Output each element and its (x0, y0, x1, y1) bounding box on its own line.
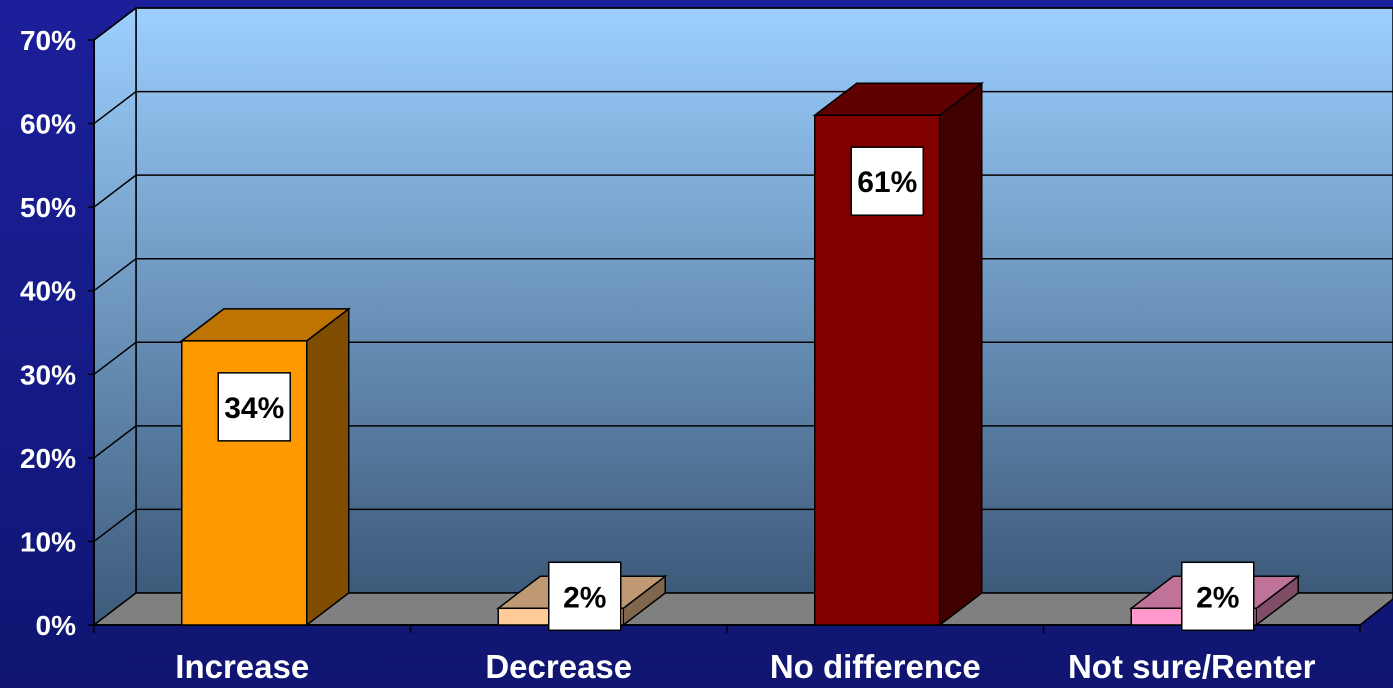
data-label-box (217, 372, 291, 442)
y-tick-label: 20% (20, 443, 76, 474)
gridline (93, 174, 137, 208)
x-category-label: Increase (175, 648, 309, 685)
bar-side (306, 307, 350, 627)
data-label-box (850, 146, 924, 216)
y-tick-label: 40% (20, 276, 76, 307)
gridline (93, 7, 137, 41)
y-tick-label: 50% (20, 192, 76, 223)
plot-side-wall (93, 6, 137, 627)
y-tick-label: 0% (36, 610, 77, 641)
data-label-box (548, 561, 622, 632)
bar (179, 307, 351, 627)
x-category-label: No difference (770, 648, 981, 685)
gridline (93, 508, 137, 543)
data-label: 34% (224, 392, 284, 425)
x-category-label: Not sure/Renter (1068, 648, 1316, 685)
gridline (93, 425, 137, 459)
data-label: 2% (563, 581, 606, 614)
gridline (93, 258, 137, 292)
y-tick-label: 70% (20, 25, 76, 56)
bar-side (939, 81, 983, 627)
data-label: 61% (857, 166, 917, 199)
y-tick-label: 10% (20, 526, 76, 557)
gridline (93, 341, 137, 375)
gridline (93, 90, 137, 125)
x-category-label: Decrease (485, 648, 632, 685)
y-tick-label: 60% (20, 109, 76, 140)
y-tick-label: 30% (20, 359, 76, 390)
data-label-box (1181, 561, 1255, 632)
data-label: 2% (1196, 581, 1239, 614)
